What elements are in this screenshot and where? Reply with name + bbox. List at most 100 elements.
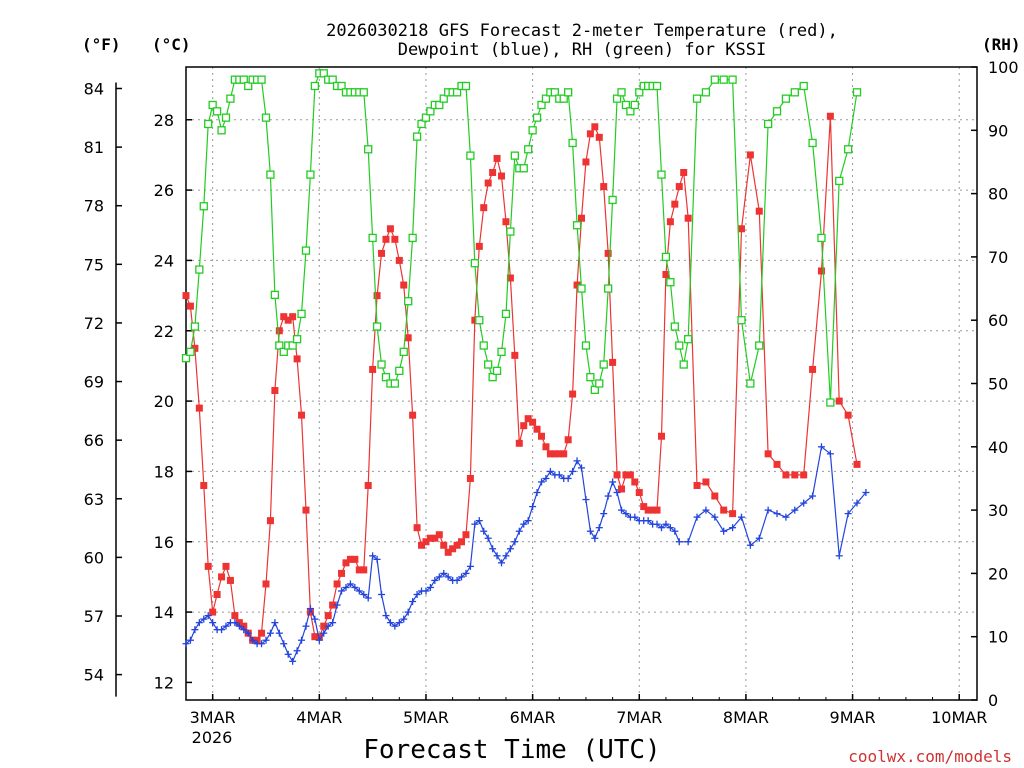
temperature-point <box>809 365 817 373</box>
rh-point <box>226 94 235 103</box>
dewpoint-point <box>271 619 279 627</box>
dewpoint-point <box>533 489 541 497</box>
celsius-axis-unit: (°C) <box>152 35 191 54</box>
rh-point <box>790 88 799 97</box>
temperature-point <box>338 569 346 577</box>
temperature-point <box>213 591 221 598</box>
fahrenheit-tick-label: 57 <box>84 607 104 626</box>
celsius-tick-label: 12 <box>154 673 174 692</box>
rh-point <box>737 316 746 325</box>
celsius-tick-label: 22 <box>154 322 174 341</box>
rh-point <box>701 88 711 97</box>
temperature-point <box>311 633 319 641</box>
temperature-point <box>844 411 852 419</box>
x-axis-year-label: 2026 <box>192 728 233 747</box>
rh-tick-label: 20 <box>988 564 1008 583</box>
temperature-point <box>440 541 448 549</box>
x-tick-label: 6MAR <box>510 708 556 727</box>
dewpoint-point <box>182 640 190 648</box>
temperature-point <box>453 541 461 549</box>
rh-point <box>212 107 222 116</box>
temperature-point <box>333 580 341 588</box>
dewpoint-point <box>542 474 550 482</box>
dewpoint-point <box>653 520 661 528</box>
temperature-line <box>185 116 858 641</box>
rh-point <box>666 278 675 287</box>
rh-point <box>266 170 275 179</box>
rh-point <box>239 75 248 84</box>
dewpoint-point <box>364 594 372 602</box>
rh-point <box>475 316 484 325</box>
temperature-point <box>240 622 248 630</box>
rh-point <box>550 88 559 97</box>
rh-point <box>661 252 671 262</box>
temperature-point <box>613 471 621 479</box>
dewpoint-point <box>315 636 323 644</box>
temperature-point <box>444 548 452 556</box>
dewpoint-point <box>373 555 381 563</box>
dewpoint-point <box>293 647 301 655</box>
temperature-point <box>533 425 541 433</box>
dewpoint-point <box>204 612 212 620</box>
rh-point <box>612 94 622 103</box>
dewpoint-point <box>351 583 359 591</box>
temperature-point <box>342 559 350 567</box>
temperature-point <box>391 235 399 243</box>
dewpoint-point <box>355 587 363 595</box>
dewpoint-point <box>346 580 354 588</box>
dewpoint-point <box>333 601 341 609</box>
rh-point <box>670 322 679 331</box>
temperature-point <box>622 471 630 479</box>
rh-point <box>208 100 217 110</box>
rh-tick-label: 100 <box>988 58 1019 77</box>
temperature-point <box>360 566 368 574</box>
temperature-point <box>266 517 274 525</box>
temperature-point <box>262 580 270 588</box>
x-tick-label: 10MAR <box>931 708 987 727</box>
dewpoint-point <box>600 510 608 518</box>
rh-point <box>621 100 631 110</box>
grid-lines <box>186 67 977 700</box>
rh-point <box>675 341 684 350</box>
dewpoint-point <box>755 534 763 542</box>
temperature-point <box>653 506 661 514</box>
dewpoint-point <box>853 499 861 507</box>
temperature-point <box>418 541 426 549</box>
temperature-point <box>564 436 572 444</box>
rh-point <box>524 145 533 154</box>
temperature-point <box>382 235 390 243</box>
dewpoint-point <box>440 569 448 577</box>
rh-point <box>835 176 844 186</box>
rh-point <box>390 379 400 388</box>
dewpoint-point <box>675 538 683 546</box>
temperature-point <box>515 439 523 447</box>
temperature-point <box>289 313 297 321</box>
temperature-point <box>591 123 599 131</box>
dewpoint-point <box>666 524 674 532</box>
rh-point <box>372 322 382 331</box>
rh-point <box>368 233 377 243</box>
celsius-tick-label: 16 <box>154 533 174 552</box>
rh-point <box>328 75 337 84</box>
temperature-point <box>578 214 585 222</box>
dewpoint-point <box>564 474 572 482</box>
temperature-point <box>702 478 710 486</box>
dewpoint-point <box>378 591 386 598</box>
celsius-tick-label: 24 <box>154 251 174 270</box>
dewpoint-point <box>520 520 528 528</box>
dewpoint-point <box>200 615 208 623</box>
rh-point <box>808 138 817 148</box>
rh-point <box>532 113 542 122</box>
rh-point <box>559 94 568 103</box>
rh-point <box>395 366 404 375</box>
rh-point <box>461 81 471 91</box>
dewpoint-point <box>320 629 328 637</box>
temperature-point <box>502 218 510 226</box>
dewpoint-point <box>662 520 670 528</box>
x-tick-label: 8MAR <box>723 708 769 727</box>
dewpoint-point <box>569 467 577 475</box>
dewpoint-point <box>720 527 728 535</box>
rh-tick-label: 40 <box>988 438 1008 457</box>
dewpoint-point <box>324 622 332 630</box>
x-tick-label: 9MAR <box>830 708 876 727</box>
